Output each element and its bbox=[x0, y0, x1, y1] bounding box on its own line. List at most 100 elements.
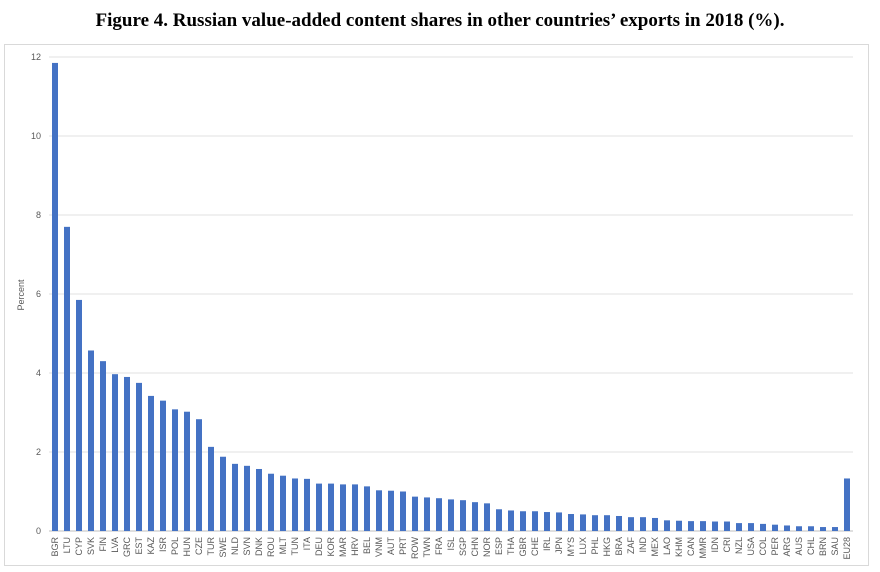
bar bbox=[676, 520, 682, 531]
bar bbox=[148, 395, 154, 531]
y-axis-label: Percent bbox=[16, 279, 26, 311]
x-tick-label: ISL bbox=[446, 537, 456, 551]
bar bbox=[196, 419, 202, 531]
bar bbox=[712, 521, 718, 531]
bar bbox=[664, 520, 670, 531]
x-tick-label: IND bbox=[638, 537, 648, 553]
bar bbox=[772, 524, 778, 531]
bar bbox=[844, 478, 850, 531]
x-tick-label: CRI bbox=[722, 537, 732, 553]
x-tick-label: MAR bbox=[338, 537, 348, 558]
x-tick-label: LTU bbox=[62, 537, 72, 553]
bar bbox=[748, 523, 754, 531]
bar bbox=[304, 478, 310, 531]
x-tick-label: BRN bbox=[818, 537, 828, 556]
x-tick-label: BRA bbox=[614, 537, 624, 556]
x-tick-label: FRA bbox=[434, 537, 444, 555]
x-tick-label: DEU bbox=[314, 537, 324, 556]
bar bbox=[412, 496, 418, 531]
bar bbox=[328, 483, 334, 531]
x-tick-label: CYP bbox=[74, 537, 84, 556]
bar bbox=[136, 382, 142, 531]
x-tick-label: POL bbox=[170, 537, 180, 555]
bar bbox=[208, 446, 214, 531]
y-tick-label: 6 bbox=[36, 289, 41, 299]
y-tick-label: 10 bbox=[31, 131, 41, 141]
x-tick-label: NOR bbox=[482, 537, 492, 558]
bar bbox=[244, 465, 250, 531]
x-tick-label: ARG bbox=[782, 537, 792, 557]
x-tick-label: HKG bbox=[602, 537, 612, 557]
x-tick-label: BEL bbox=[362, 537, 372, 554]
bar bbox=[832, 527, 838, 531]
x-tick-label: IDN bbox=[710, 537, 720, 553]
x-tick-label: EU28 bbox=[842, 537, 852, 560]
bar bbox=[556, 512, 562, 531]
y-tick-label: 8 bbox=[36, 210, 41, 220]
bar bbox=[460, 500, 466, 531]
bar bbox=[424, 497, 430, 531]
x-tick-label: AUT bbox=[386, 536, 396, 555]
bar bbox=[484, 503, 490, 531]
bar bbox=[580, 514, 586, 531]
x-tick-label: DNK bbox=[254, 537, 264, 556]
bar bbox=[496, 509, 502, 531]
bar bbox=[64, 226, 70, 531]
x-tick-label: THA bbox=[506, 537, 516, 555]
bar bbox=[400, 491, 406, 531]
x-tick-label: ITA bbox=[302, 537, 312, 550]
x-tick-label: GRC bbox=[122, 537, 132, 558]
x-tick-label: KAZ bbox=[146, 537, 156, 555]
bar bbox=[796, 526, 802, 531]
y-tick-label: 2 bbox=[36, 447, 41, 457]
bar bbox=[736, 523, 742, 531]
bar bbox=[220, 456, 226, 531]
x-tick-label: SVK bbox=[86, 537, 96, 555]
x-tick-label: SWE bbox=[218, 537, 228, 558]
x-tick-label: LUX bbox=[578, 537, 588, 555]
bar bbox=[388, 490, 394, 531]
bar bbox=[52, 62, 58, 532]
bar bbox=[760, 523, 766, 531]
x-tick-label: MMR bbox=[698, 537, 708, 559]
x-tick-label: CHE bbox=[530, 537, 540, 556]
bar bbox=[808, 526, 814, 531]
x-tick-label: AUS bbox=[794, 537, 804, 556]
bar bbox=[724, 521, 730, 531]
bar bbox=[268, 473, 274, 531]
x-tick-label: HRV bbox=[350, 537, 360, 556]
chart-title: Figure 4. Russian value-added content sh… bbox=[96, 10, 785, 31]
bar bbox=[124, 376, 130, 531]
x-tick-label: ZAF bbox=[626, 536, 636, 554]
x-tick-label: SGP bbox=[458, 537, 468, 556]
bar bbox=[604, 515, 610, 531]
x-tick-label: TUR bbox=[206, 537, 216, 556]
bar bbox=[544, 512, 550, 531]
x-tick-label: PRT bbox=[398, 537, 408, 555]
x-tick-label: IRL bbox=[542, 537, 552, 551]
bar bbox=[616, 515, 622, 531]
x-tick-label: KHM bbox=[674, 537, 684, 557]
x-tick-label: CHL bbox=[806, 537, 816, 555]
bar bbox=[628, 517, 634, 531]
x-tick-label: CHN bbox=[470, 537, 480, 557]
bar bbox=[784, 525, 790, 531]
x-tick-label: USA bbox=[746, 537, 756, 556]
x-tick-label: SAU bbox=[830, 537, 840, 556]
y-tick-label: 12 bbox=[31, 52, 41, 62]
y-tick-label: 0 bbox=[36, 526, 41, 536]
x-tick-label: SVN bbox=[242, 537, 252, 556]
x-tick-label: MLT bbox=[278, 537, 288, 555]
x-tick-label: NZL bbox=[734, 537, 744, 554]
bar bbox=[292, 478, 298, 531]
bar bbox=[688, 521, 694, 531]
bar bbox=[532, 511, 538, 531]
x-tick-label: PHL bbox=[590, 537, 600, 555]
x-tick-label: ROW bbox=[410, 537, 420, 560]
x-tick-label: ISR bbox=[158, 537, 168, 553]
bar bbox=[160, 400, 166, 531]
x-tick-label: MYS bbox=[566, 537, 576, 557]
x-tick-label: BGR bbox=[50, 537, 60, 557]
bar bbox=[700, 521, 706, 531]
